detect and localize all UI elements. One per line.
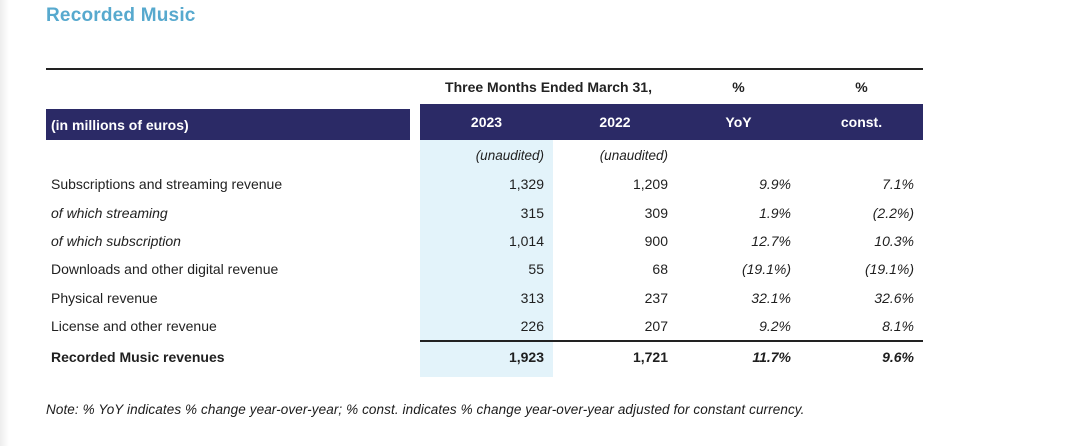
period-span-header: Three Months Ended March 31, xyxy=(445,79,652,95)
cell-2022: 207 xyxy=(644,318,668,335)
total-cell-2023: 1,923 xyxy=(508,349,544,366)
cell-2023: 1,329 xyxy=(508,176,544,193)
row-label: License and other revenue xyxy=(51,318,217,335)
total-cell-const: 9.6% xyxy=(882,349,914,366)
footnote: Note: % YoY indicates % change year-over… xyxy=(46,402,805,417)
row-label: of which streaming xyxy=(51,204,168,221)
total-row: Recorded Music revenues 1,923 1,721 11.7… xyxy=(46,342,923,372)
col-header-2022: 2022 xyxy=(599,114,631,130)
cell-2022: 900 xyxy=(644,232,668,249)
cell-const: 8.1% xyxy=(882,318,914,335)
unit-label-cell: (in millions of euros) xyxy=(46,109,410,140)
cell-yoy: 32.1% xyxy=(751,289,791,306)
col-header-2023: 2023 xyxy=(470,114,503,130)
row-label: Downloads and other digital revenue xyxy=(51,261,279,278)
table-row: License and other revenue 226 207 9.2% 8… xyxy=(46,312,923,340)
cell-2023: 226 xyxy=(520,318,544,335)
recorded-music-table: Three Months Ended March 31, % % (in mil… xyxy=(46,68,923,377)
col-header-yoy: YoY xyxy=(725,114,752,130)
page-edge-shade xyxy=(0,0,9,446)
total-cell-2022: 1,721 xyxy=(632,349,668,366)
pct-header-yoy: % xyxy=(732,79,745,95)
header-gap xyxy=(410,109,420,140)
cell-yoy: (19.1%) xyxy=(741,261,791,278)
total-rule xyxy=(420,340,923,343)
cell-2023: 1,014 xyxy=(508,232,544,249)
cell-2022: 68 xyxy=(652,261,668,278)
cell-const: (19.1%) xyxy=(864,261,914,278)
table-row: of which streaming 315 309 1.9% (2.2%) xyxy=(46,198,923,226)
total-cell-yoy: 11.7% xyxy=(752,349,791,366)
year-header-group: 2023 2022 YoY const. xyxy=(420,104,923,140)
table-row: Subscriptions and streaming revenue 1,32… xyxy=(46,170,923,198)
cell-2022: 237 xyxy=(644,289,668,306)
cell-yoy: 12.7% xyxy=(751,232,791,249)
cell-const: 7.1% xyxy=(882,176,914,193)
row-label: of which subscription xyxy=(51,232,181,249)
unaudited-2023: (unaudited) xyxy=(475,147,544,163)
cell-2022: 1,209 xyxy=(632,176,668,193)
cell-2022: 309 xyxy=(644,204,668,221)
table-row: Downloads and other digital revenue 55 6… xyxy=(46,255,923,283)
table-row: of which subscription 1,014 900 12.7% 10… xyxy=(46,227,923,255)
unaudited-row: (unaudited) (unaudited) xyxy=(46,140,923,170)
cell-2023: 315 xyxy=(520,204,544,221)
period-header-row: Three Months Ended March 31, % % xyxy=(46,70,923,104)
pct-header-const: % xyxy=(855,79,868,95)
cell-yoy: 9.2% xyxy=(759,318,791,335)
highlight-band-2023 xyxy=(420,140,553,377)
cell-2023: 313 xyxy=(520,289,544,306)
column-header-row: (in millions of euros) 2023 2022 YoY con… xyxy=(46,104,923,140)
row-label: Subscriptions and streaming revenue xyxy=(51,176,283,193)
col-header-const: const. xyxy=(840,114,883,130)
cell-const: 10.3% xyxy=(874,232,914,249)
page-title: Recorded Music xyxy=(46,5,196,26)
cell-yoy: 1.9% xyxy=(759,204,791,221)
cell-const: (2.2%) xyxy=(872,204,914,221)
cell-const: 32.6% xyxy=(874,289,914,306)
unaudited-2022: (unaudited) xyxy=(599,147,668,163)
cell-yoy: 9.9% xyxy=(759,176,791,193)
table-row: Physical revenue 313 237 32.1% 32.6% xyxy=(46,284,923,312)
row-label: Physical revenue xyxy=(51,289,158,306)
cell-2023: 55 xyxy=(528,261,544,278)
total-row-label: Recorded Music revenues xyxy=(51,349,225,366)
